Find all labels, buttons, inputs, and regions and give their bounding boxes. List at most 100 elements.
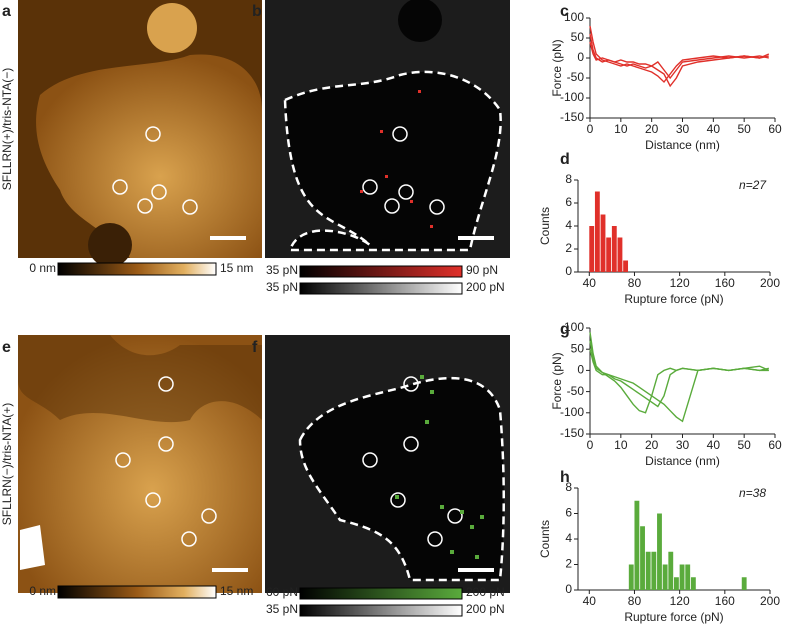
y-tick-label: 2 <box>565 557 572 571</box>
y-axis-label: Counts <box>538 207 552 245</box>
x-tick-label: 10 <box>614 122 628 136</box>
y-tick-label: -50 <box>567 70 585 84</box>
x-tick-label: 60 <box>768 438 782 452</box>
x-tick-label: 10 <box>614 438 628 452</box>
bar <box>628 564 634 590</box>
y-tick-label: 4 <box>565 531 572 545</box>
panel-label: f <box>252 339 258 356</box>
x-tick-label: 30 <box>676 438 690 452</box>
panel-label: h <box>560 469 570 486</box>
y-tick-label: -150 <box>560 110 584 124</box>
bar <box>634 500 640 590</box>
x-tick-label: 160 <box>715 276 735 290</box>
x-axis-label: Distance (nm) <box>645 138 720 152</box>
x-tick-label: 80 <box>628 594 642 608</box>
colorbar <box>299 265 463 278</box>
colorbar <box>299 587 463 600</box>
y-tick-label: 50 <box>571 341 585 355</box>
y-tick-label: -100 <box>560 405 584 419</box>
colorbar-label: 35 pN <box>266 602 298 616</box>
bar <box>640 526 645 590</box>
colorbar-label: 35 pN <box>266 263 298 277</box>
annotation: n=38 <box>739 486 766 500</box>
x-tick-label: 40 <box>707 438 721 452</box>
panel-label: c <box>560 3 569 20</box>
colorbar-label: 200 pN <box>466 280 505 294</box>
bar <box>589 226 595 272</box>
y-tick-label: 100 <box>564 320 584 334</box>
x-tick-label: 40 <box>583 276 597 290</box>
bar <box>606 237 612 272</box>
line-series <box>589 41 770 88</box>
bar <box>645 551 651 590</box>
bar <box>617 237 623 272</box>
colorbar-label: 15 nm <box>220 584 253 598</box>
bar <box>662 564 668 590</box>
bar <box>668 551 674 590</box>
y-tick-label: 8 <box>565 172 572 186</box>
bar <box>741 577 747 590</box>
y-tick-label: 0 <box>577 50 584 64</box>
y-tick-label: 0 <box>565 582 572 596</box>
x-tick-label: 0 <box>587 438 594 452</box>
colorbar <box>57 585 217 599</box>
bar <box>594 191 600 272</box>
y-tick-label: 50 <box>571 30 585 44</box>
colorbar-label: 60 pN <box>266 585 298 599</box>
y-tick-label: 0 <box>565 264 572 278</box>
bar <box>651 551 657 590</box>
y-tick-label: 6 <box>565 506 572 520</box>
y-tick-label: -150 <box>560 426 584 440</box>
bar <box>600 214 606 272</box>
panel-label: e <box>2 339 11 356</box>
colorbar-label: 200 pN <box>466 585 505 599</box>
y-tick-label: -50 <box>567 384 585 398</box>
colorbar-label: 90 pN <box>466 263 498 277</box>
line-series <box>589 349 770 423</box>
y-axis-label: Counts <box>538 520 552 558</box>
row-label: SFLLRN(+)/tris-NTA(−) <box>0 68 14 190</box>
bar <box>611 226 617 272</box>
line-series <box>589 25 769 84</box>
annotation: n=27 <box>739 178 767 192</box>
afm-image <box>18 0 262 267</box>
y-axis-label: Force (pN) <box>550 352 564 409</box>
force-map <box>265 335 510 593</box>
force-map <box>265 0 510 258</box>
x-tick-label: 30 <box>676 122 690 136</box>
line-series <box>589 340 769 408</box>
x-tick-label: 20 <box>645 438 659 452</box>
x-tick-label: 120 <box>670 594 690 608</box>
colorbar <box>299 604 463 617</box>
x-tick-label: 80 <box>628 276 642 290</box>
colorbar-label: 200 pN <box>466 602 505 616</box>
x-tick-label: 40 <box>707 122 721 136</box>
line-series <box>589 332 769 414</box>
bar <box>657 513 662 590</box>
x-tick-label: 20 <box>645 122 659 136</box>
colorbar <box>57 262 217 276</box>
y-tick-label: 0 <box>577 363 584 377</box>
panel-label: d <box>560 151 570 168</box>
x-axis-label: Rupture force (pN) <box>624 292 723 306</box>
x-axis-label: Rupture force (pN) <box>624 610 723 624</box>
y-tick-label: 2 <box>565 241 572 255</box>
x-tick-label: 160 <box>715 594 735 608</box>
y-tick-label: -100 <box>560 90 584 104</box>
y-axis-label: Force (pN) <box>550 39 564 96</box>
colorbar <box>299 282 463 295</box>
y-tick-label: 8 <box>565 480 572 494</box>
row-label: SFLLRN(−)/tris-NTA(+) <box>0 403 14 525</box>
y-tick-label: 6 <box>565 195 572 209</box>
colorbar-label: 0 nm <box>29 261 56 275</box>
afm-image <box>18 335 262 593</box>
bar <box>679 564 685 590</box>
x-axis-label: Distance (nm) <box>645 454 720 468</box>
panel-label: g <box>560 321 570 338</box>
bar <box>685 564 691 590</box>
bar <box>674 577 679 590</box>
y-tick-label: 4 <box>565 218 572 232</box>
panel-label: b <box>252 3 262 20</box>
x-tick-label: 60 <box>768 122 782 136</box>
